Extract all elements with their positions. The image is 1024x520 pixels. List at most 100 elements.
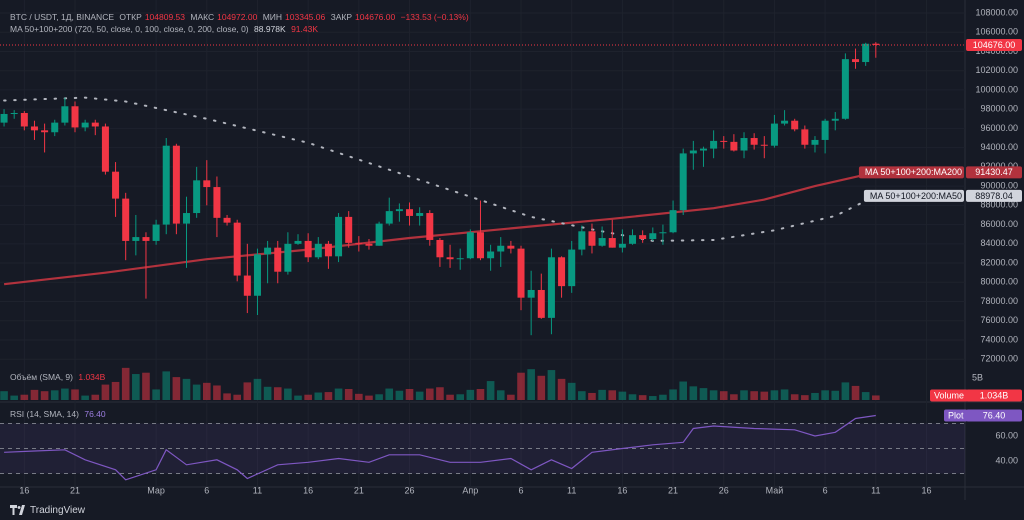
ma-name: MA 50+100+200:MA50	[870, 191, 962, 201]
ma-value: 91430.47	[975, 167, 1013, 177]
volume-bar	[405, 388, 414, 400]
candle-body	[598, 238, 606, 246]
value: 76.40	[84, 409, 106, 419]
candle-body	[618, 243, 626, 248]
candle-body	[841, 59, 849, 119]
candle-body	[101, 126, 109, 172]
volume-bar	[395, 390, 404, 400]
volume-legend: Объём (SMA, 9) 1.034B	[10, 372, 108, 382]
x-tick-label: 16	[303, 485, 313, 495]
x-tick-label: 16	[921, 485, 931, 495]
candle-body	[264, 247, 272, 255]
volume-bar	[284, 388, 292, 400]
candle-body	[639, 235, 647, 240]
volume-bar	[344, 388, 353, 400]
candle-body	[51, 122, 59, 133]
volume-bar	[689, 386, 698, 400]
candle-body	[294, 240, 302, 244]
candle-body	[193, 180, 201, 214]
volume-bar	[588, 392, 596, 400]
volume-bar	[50, 390, 59, 400]
x-tick-label: Май	[766, 485, 784, 495]
volume-bar	[202, 382, 211, 400]
volume-bar	[81, 395, 89, 400]
rsi-tag-bg	[944, 409, 968, 422]
value: 91.43K	[291, 24, 319, 34]
volume-bar	[365, 395, 373, 400]
candle-body	[578, 231, 586, 250]
candle-body	[20, 113, 28, 127]
candle-body	[71, 106, 79, 128]
volume-bar	[101, 384, 110, 400]
candle-body	[507, 245, 515, 249]
ma-line	[3, 171, 877, 286]
candle-body	[213, 187, 221, 218]
volume-bar	[638, 395, 647, 400]
pane-title: Объём (SMA, 9)	[10, 372, 73, 382]
label: МИН	[262, 12, 283, 22]
volume-bar	[213, 385, 221, 400]
candle-body	[0, 113, 8, 123]
candle-body	[324, 243, 332, 257]
candle-body	[669, 210, 677, 233]
y-tick-label: 60.00	[995, 430, 1018, 440]
candle-body	[791, 120, 799, 130]
volume-bar	[608, 390, 617, 400]
volume-bar	[456, 394, 464, 400]
volume-tag-bg	[930, 389, 969, 402]
volume-bar	[547, 370, 556, 400]
price-tag-label: 104676.00	[973, 40, 1016, 50]
volume-bar	[71, 389, 79, 400]
volume-bar	[385, 388, 394, 400]
candle-body	[243, 275, 251, 296]
symbol-legend: BTC / USDT, 1Д, BINANCE ОТКР 104809.53 МА…	[10, 12, 472, 22]
candle-body	[81, 122, 89, 128]
candle-body	[487, 251, 495, 259]
candle-body	[30, 126, 38, 131]
volume-tag-value: 1.034B	[980, 390, 1009, 400]
volume-bar	[253, 378, 262, 400]
y-tick-label: 84000.00	[980, 238, 1018, 248]
volume-bar	[760, 391, 769, 400]
volume-bar	[628, 394, 637, 400]
volume-tag-value-bg	[966, 389, 1022, 402]
candle-body	[41, 130, 49, 133]
candle-body	[679, 153, 687, 211]
volume-bar	[730, 394, 738, 400]
candle-body	[314, 243, 322, 258]
x-tick-label: 26	[719, 485, 729, 495]
candle-body	[345, 216, 353, 243]
x-tick-label: Мар	[147, 485, 165, 495]
volume-bar	[841, 382, 850, 400]
value: −133.53 (−0.13%)	[400, 12, 469, 22]
volume-bar	[294, 395, 302, 400]
volume-bar	[314, 392, 323, 400]
volume-tag-name: Volume	[934, 390, 964, 400]
ma-name-tag	[858, 166, 964, 179]
candle-body	[132, 237, 140, 241]
candle-body	[152, 224, 160, 241]
y-tick-label: 106000.00	[975, 27, 1018, 37]
candle-body	[740, 138, 748, 151]
price-tag	[966, 38, 1022, 51]
volume-bar	[517, 372, 525, 400]
volume-bar	[831, 390, 840, 400]
candle-body	[872, 43, 880, 45]
rsi-tag-name: Plot	[948, 410, 964, 420]
candle-body	[568, 249, 576, 287]
volume-bar	[719, 391, 728, 400]
ma-value-tag	[966, 189, 1022, 202]
volume-bar	[801, 395, 809, 400]
volume-bar	[61, 388, 69, 400]
volume-bar	[821, 390, 829, 400]
candle-body	[852, 59, 860, 63]
volume-bar	[436, 387, 444, 400]
footer-bar	[0, 500, 1024, 520]
volume-bar	[557, 378, 566, 400]
candle-body	[720, 140, 728, 142]
symbol: BTC / USDT, 1Д, BINANCE	[10, 12, 114, 22]
candle-body	[781, 120, 789, 124]
volume-bar	[669, 389, 677, 400]
candle-body	[862, 43, 870, 63]
candle-body	[416, 213, 424, 216]
